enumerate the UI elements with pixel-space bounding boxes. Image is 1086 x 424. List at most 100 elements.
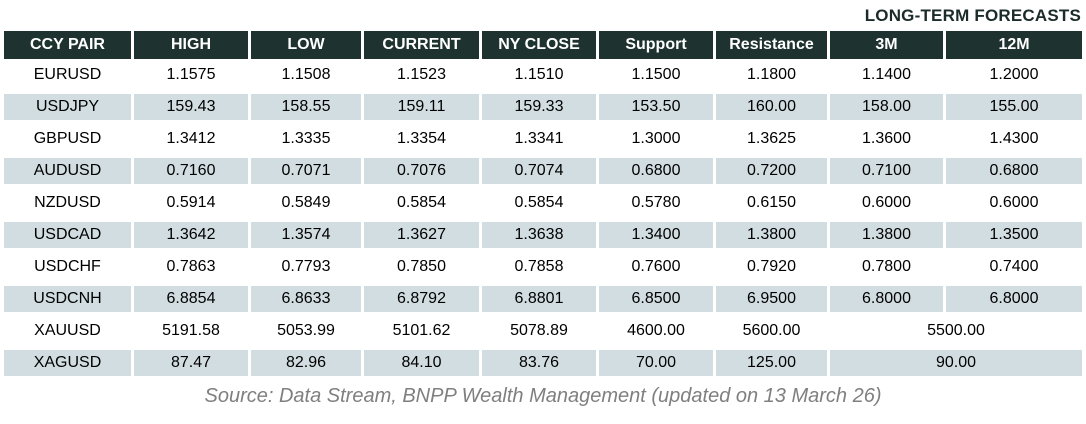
- value-cell: 1.1800: [713, 59, 827, 91]
- column-header-12m: 12M: [943, 31, 1082, 59]
- column-header-current: CURRENT: [361, 31, 479, 59]
- merged-forecast-cell: 90.00: [827, 347, 1082, 379]
- value-cell: 1.3354: [361, 123, 479, 155]
- value-cell: 1.3335: [248, 123, 361, 155]
- table-row: EURUSD 1.1575 1.1508 1.1523 1.1510 1.1500 1.18…: [4, 59, 1082, 91]
- value-cell: 6.8000: [943, 283, 1082, 315]
- ccy-pair-cell: NZDUSD: [4, 187, 131, 219]
- value-cell: 158.00: [827, 91, 943, 123]
- table-row: XAGUSD 87.47 82.96 84.10 83.76 70.00 125.00 90.…: [4, 347, 1082, 379]
- value-cell: 0.6800: [596, 155, 713, 187]
- value-cell: 0.7600: [596, 251, 713, 283]
- table-row: NZDUSD 0.5914 0.5849 0.5854 0.5854 0.5780 0.61…: [4, 187, 1082, 219]
- value-cell: 0.5854: [479, 187, 596, 219]
- value-cell: 1.3642: [131, 219, 248, 251]
- long-term-forecasts-title: LONG-TERM FORECASTS: [864, 6, 1081, 25]
- value-cell: 1.3000: [596, 123, 713, 155]
- value-cell: 1.1510: [479, 59, 596, 91]
- table-row: USDJPY 159.43 158.55 159.11 159.33 153.50 160.…: [4, 91, 1082, 123]
- table-row: AUDUSD 0.7160 0.7071 0.7076 0.7074 0.6800 0.72…: [4, 155, 1082, 187]
- value-cell: 1.1508: [248, 59, 361, 91]
- table-body: EURUSD 1.1575 1.1508 1.1523 1.1510 1.1500 1.18…: [4, 59, 1082, 379]
- value-cell: 1.3574: [248, 219, 361, 251]
- value-cell: 160.00: [713, 91, 827, 123]
- column-header-high: HIGH: [131, 31, 248, 59]
- value-cell: 5053.99: [248, 315, 361, 347]
- table-row: USDCAD 1.3642 1.3574 1.3627 1.3638 1.3400 1.38…: [4, 219, 1082, 251]
- ccy-pair-cell: USDCHF: [4, 251, 131, 283]
- column-header-low: LOW: [248, 31, 361, 59]
- value-cell: 0.7863: [131, 251, 248, 283]
- ccy-pair-cell: EURUSD: [4, 59, 131, 91]
- value-cell: 0.7858: [479, 251, 596, 283]
- value-cell: 1.2000: [943, 59, 1082, 91]
- value-cell: 6.9500: [713, 283, 827, 315]
- value-cell: 1.3800: [713, 219, 827, 251]
- value-cell: 6.8854: [131, 283, 248, 315]
- value-cell: 0.6800: [943, 155, 1082, 187]
- value-cell: 158.55: [248, 91, 361, 123]
- value-cell: 1.3627: [361, 219, 479, 251]
- column-header-support: Support: [596, 31, 713, 59]
- value-cell: 6.8801: [479, 283, 596, 315]
- value-cell: 0.7160: [131, 155, 248, 187]
- value-cell: 1.1523: [361, 59, 479, 91]
- value-cell: 159.33: [479, 91, 596, 123]
- value-cell: 159.43: [131, 91, 248, 123]
- value-cell: 125.00: [713, 347, 827, 379]
- value-cell: 83.76: [479, 347, 596, 379]
- value-cell: 6.8000: [827, 283, 943, 315]
- ccy-pair-cell: XAUUSD: [4, 315, 131, 347]
- source-caption: Source: Data Stream, BNPP Wealth Managem…: [204, 385, 882, 407]
- value-cell: 153.50: [596, 91, 713, 123]
- value-cell: 1.1500: [596, 59, 713, 91]
- value-cell: 1.4300: [943, 123, 1082, 155]
- value-cell: 70.00: [596, 347, 713, 379]
- table-row: USDCNH 6.8854 6.8633 6.8792 6.8801 6.8500 6.95…: [4, 283, 1082, 315]
- column-header-resistance: Resistance: [713, 31, 827, 59]
- value-cell: 87.47: [131, 347, 248, 379]
- value-cell: 0.6000: [943, 187, 1082, 219]
- table-row: USDCHF 0.7863 0.7793 0.7850 0.7858 0.7600 0.79…: [4, 251, 1082, 283]
- value-cell: 0.7850: [361, 251, 479, 283]
- value-cell: 0.6000: [827, 187, 943, 219]
- value-cell: 0.7800: [827, 251, 943, 283]
- value-cell: 4600.00: [596, 315, 713, 347]
- merged-forecast-cell: 5500.00: [827, 315, 1082, 347]
- ccy-pair-cell: GBPUSD: [4, 123, 131, 155]
- value-cell: 5101.62: [361, 315, 479, 347]
- column-header-3m: 3M: [827, 31, 943, 59]
- table-row: GBPUSD 1.3412 1.3335 1.3354 1.3341 1.3000 1.36…: [4, 123, 1082, 155]
- value-cell: 0.7793: [248, 251, 361, 283]
- value-cell: 82.96: [248, 347, 361, 379]
- value-cell: 155.00: [943, 91, 1082, 123]
- value-cell: 6.8633: [248, 283, 361, 315]
- value-cell: 0.7071: [248, 155, 361, 187]
- value-cell: 1.1400: [827, 59, 943, 91]
- value-cell: 0.6150: [713, 187, 827, 219]
- ccy-pair-cell: USDCAD: [4, 219, 131, 251]
- header-row: CCY PAIR HIGH LOW CURRENT NY CLOSE Suppo…: [4, 31, 1082, 59]
- value-cell: 0.5849: [248, 187, 361, 219]
- value-cell: 84.10: [361, 347, 479, 379]
- value-cell: 0.7400: [943, 251, 1082, 283]
- value-cell: 0.7920: [713, 251, 827, 283]
- value-cell: 1.3638: [479, 219, 596, 251]
- ccy-pair-cell: XAGUSD: [4, 347, 131, 379]
- value-cell: 0.7100: [827, 155, 943, 187]
- value-cell: 1.3412: [131, 123, 248, 155]
- value-cell: 0.7074: [479, 155, 596, 187]
- value-cell: 0.7076: [361, 155, 479, 187]
- value-cell: 0.5854: [361, 187, 479, 219]
- value-cell: 5600.00: [713, 315, 827, 347]
- table-row: XAUUSD 5191.58 5053.99 5101.62 5078.89 4600.0…: [4, 315, 1082, 347]
- value-cell: 0.5914: [131, 187, 248, 219]
- value-cell: 1.1575: [131, 59, 248, 91]
- value-cell: 1.3800: [827, 219, 943, 251]
- fx-forecast-table: CCY PAIR HIGH LOW CURRENT NY CLOSE Suppo…: [4, 31, 1082, 379]
- value-cell: 0.7200: [713, 155, 827, 187]
- value-cell: 1.3500: [943, 219, 1082, 251]
- value-cell: 6.8500: [596, 283, 713, 315]
- value-cell: 6.8792: [361, 283, 479, 315]
